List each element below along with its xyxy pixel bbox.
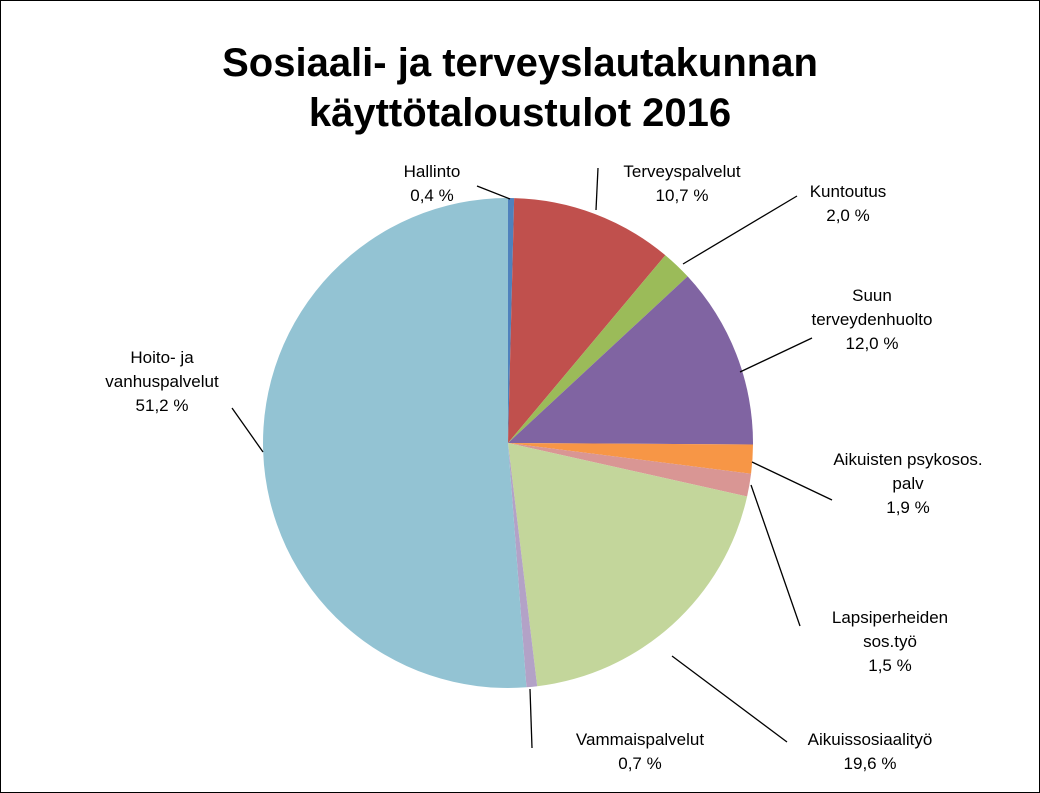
leader-line (751, 461, 833, 501)
category-label: Vammaispalvelut (575, 730, 705, 749)
category-label: Suun terveydenhuolto (811, 286, 933, 329)
data-label: Kuntoutus 2,0 % (788, 180, 908, 228)
value-label: 0,7 % (618, 754, 662, 773)
category-label: Kuntoutus (809, 182, 887, 201)
value-label: 12,0 % (845, 334, 899, 353)
value-label: 2,0 % (826, 206, 870, 225)
pie-slice (508, 443, 753, 474)
pie-slice (508, 443, 748, 687)
pie-slice (508, 276, 753, 445)
leader-line (671, 655, 788, 743)
category-label: Lapsiperheiden sos.työ (831, 608, 949, 651)
data-label: Hallinto 0,4 % (372, 160, 492, 208)
data-label: Aikuisten psykosos. palv 1,9 % (823, 448, 993, 520)
data-label: Suun terveydenhuolto 12,0 % (792, 284, 952, 356)
value-label: 51,2 % (135, 396, 189, 415)
data-label: Terveyspalvelut 10,7 % (597, 160, 767, 208)
pie-slice (508, 255, 688, 443)
leader-line (750, 484, 801, 627)
leader-line (476, 185, 511, 200)
category-label: Hallinto (403, 162, 461, 181)
data-label: Hoito- ja vanhuspalvelut 51,2 % (87, 346, 237, 418)
category-label: Aikuissosiaalityö (807, 730, 933, 749)
leader-line (682, 195, 798, 265)
data-label: Vammaispalvelut 0,7 % (550, 728, 730, 776)
data-label: Lapsiperheiden sos.työ 1,5 % (805, 606, 975, 678)
pie-slice (508, 443, 752, 497)
data-label: Aikuissosiaalityö 19,6 % (785, 728, 955, 776)
leader-line (529, 688, 533, 749)
pie-slice (508, 443, 538, 688)
value-label: 0,4 % (410, 186, 454, 205)
leader-line (739, 337, 813, 373)
value-label: 19,6 % (843, 754, 897, 773)
value-label: 1,5 % (868, 656, 912, 675)
pie-slice (508, 198, 666, 443)
pie-slice (263, 198, 527, 688)
leader-line (595, 167, 599, 211)
leader-line (231, 407, 264, 453)
chart-title: Sosiaali- ja terveyslautakunnan käyttöta… (222, 41, 818, 135)
pie-slice (508, 198, 515, 443)
category-label: Hoito- ja vanhuspalvelut (105, 348, 219, 391)
value-label: 10,7 % (655, 186, 709, 205)
category-label: Terveyspalvelut (623, 162, 741, 181)
category-label: Aikuisten psykosos. palv (833, 450, 983, 493)
value-label: 1,9 % (886, 498, 930, 517)
